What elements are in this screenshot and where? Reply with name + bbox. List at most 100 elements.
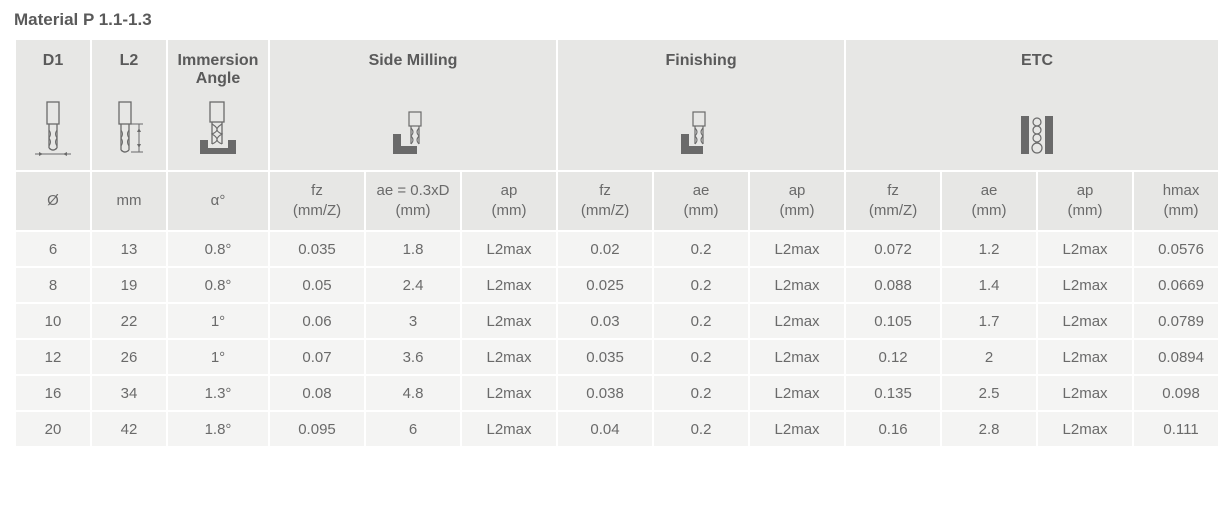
cell-fin_ae: 0.2 [654,412,748,446]
cell-fin_fz: 0.038 [558,376,652,410]
cell-etc_ap: L2max [1038,268,1132,302]
sub-angle: α° [168,172,268,230]
sub-etc-ae: ae(mm) [942,172,1036,230]
col-header-finishing-label: Finishing [562,52,840,70]
side-milling-icon [270,108,556,160]
cell-l2: 26 [92,340,166,374]
cell-etc_ap: L2max [1038,340,1132,374]
sub-sm-ae: ae = 0.3xD(mm) [366,172,460,230]
cell-angle: 0.8° [168,232,268,266]
cell-etc_fz: 0.072 [846,232,940,266]
cell-fin_ap: L2max [750,232,844,266]
cell-fin_ae: 0.2 [654,232,748,266]
cell-angle: 0.8° [168,268,268,302]
cell-d1: 8 [16,268,90,302]
cell-d1: 10 [16,304,90,338]
cell-etc_ae: 1.7 [942,304,1036,338]
cell-sm_fz: 0.07 [270,340,364,374]
cell-sm_ap: L2max [462,412,556,446]
cell-l2: 34 [92,376,166,410]
cell-d1: 6 [16,232,90,266]
cell-etc_hmax: 0.0669 [1134,268,1218,302]
sub-sm-ap: ap(mm) [462,172,556,230]
sub-d1: Ø [16,172,90,230]
cell-etc_ap: L2max [1038,232,1132,266]
cell-etc_hmax: 0.0894 [1134,340,1218,374]
page-title: Material P 1.1-1.3 [14,10,1204,30]
cell-fin_fz: 0.02 [558,232,652,266]
cell-fin_ae: 0.2 [654,268,748,302]
cell-angle: 1.3° [168,376,268,410]
cell-sm_ae: 6 [366,412,460,446]
cell-d1: 12 [16,340,90,374]
col-header-side-milling: Side Milling [270,40,556,170]
cell-l2: 13 [92,232,166,266]
cell-fin_ae: 0.2 [654,340,748,374]
cell-etc_hmax: 0.111 [1134,412,1218,446]
cell-d1: 16 [16,376,90,410]
cell-fin_ap: L2max [750,268,844,302]
cell-sm_ap: L2max [462,376,556,410]
cell-sm_ap: L2max [462,232,556,266]
cell-etc_fz: 0.16 [846,412,940,446]
cell-sm_ae: 4.8 [366,376,460,410]
cell-fin_fz: 0.035 [558,340,652,374]
cell-angle: 1.8° [168,412,268,446]
cell-sm_fz: 0.095 [270,412,364,446]
cell-etc_ae: 2.8 [942,412,1036,446]
cell-fin_ap: L2max [750,340,844,374]
cell-etc_fz: 0.135 [846,376,940,410]
cell-sm_fz: 0.08 [270,376,364,410]
cell-etc_hmax: 0.098 [1134,376,1218,410]
cell-sm_ap: L2max [462,340,556,374]
cell-sm_ae: 2.4 [366,268,460,302]
cell-l2: 19 [92,268,166,302]
sub-fin-ae: ae(mm) [654,172,748,230]
cell-angle: 1° [168,340,268,374]
cell-fin_fz: 0.025 [558,268,652,302]
table-row: 12261°0.073.6L2max0.0350.2L2max0.122L2ma… [16,340,1218,374]
cell-fin_ae: 0.2 [654,304,748,338]
cell-etc_ae: 2 [942,340,1036,374]
cell-etc_fz: 0.12 [846,340,940,374]
col-header-etc-label: ETC [850,52,1218,70]
sub-l2: mm [92,172,166,230]
table-row: 8190.8°0.052.4L2max0.0250.2L2max0.0881.4… [16,268,1218,302]
cell-etc_ap: L2max [1038,412,1132,446]
cell-etc_ae: 1.2 [942,232,1036,266]
cell-sm_ap: L2max [462,304,556,338]
col-header-d1-label: D1 [20,52,86,70]
cell-sm_ae: 1.8 [366,232,460,266]
cell-etc_ae: 1.4 [942,268,1036,302]
col-header-etc: ETC [846,40,1218,170]
sub-fin-fz: fz(mm/Z) [558,172,652,230]
cell-fin_ae: 0.2 [654,376,748,410]
cell-sm_ae: 3 [366,304,460,338]
col-header-d1: D1 [16,40,90,170]
cell-fin_fz: 0.03 [558,304,652,338]
cell-fin_ap: L2max [750,304,844,338]
immersion-angle-icon [168,100,268,160]
col-header-side-milling-label: Side Milling [274,52,552,70]
col-header-finishing: Finishing [558,40,844,170]
d1-diameter-icon [16,100,90,160]
l2-length-icon [92,100,166,160]
cell-angle: 1° [168,304,268,338]
col-header-l2-label: L2 [96,52,162,70]
cell-sm_ap: L2max [462,268,556,302]
cell-etc_fz: 0.105 [846,304,940,338]
etc-slot-icon [846,108,1218,160]
cell-sm_ae: 3.6 [366,340,460,374]
sub-etc-fz: fz(mm/Z) [846,172,940,230]
sub-sm-fz: fz(mm/Z) [270,172,364,230]
cell-fin_fz: 0.04 [558,412,652,446]
col-header-immersion-label: Immersion Angle [172,52,264,88]
col-header-l2: L2 [92,40,166,170]
cell-etc_hmax: 0.0576 [1134,232,1218,266]
sub-etc-ap: ap(mm) [1038,172,1132,230]
sub-etc-hmax: hmax(mm) [1134,172,1218,230]
cell-sm_fz: 0.035 [270,232,364,266]
col-header-immersion-angle: Immersion Angle [168,40,268,170]
cell-etc_fz: 0.088 [846,268,940,302]
cell-l2: 42 [92,412,166,446]
